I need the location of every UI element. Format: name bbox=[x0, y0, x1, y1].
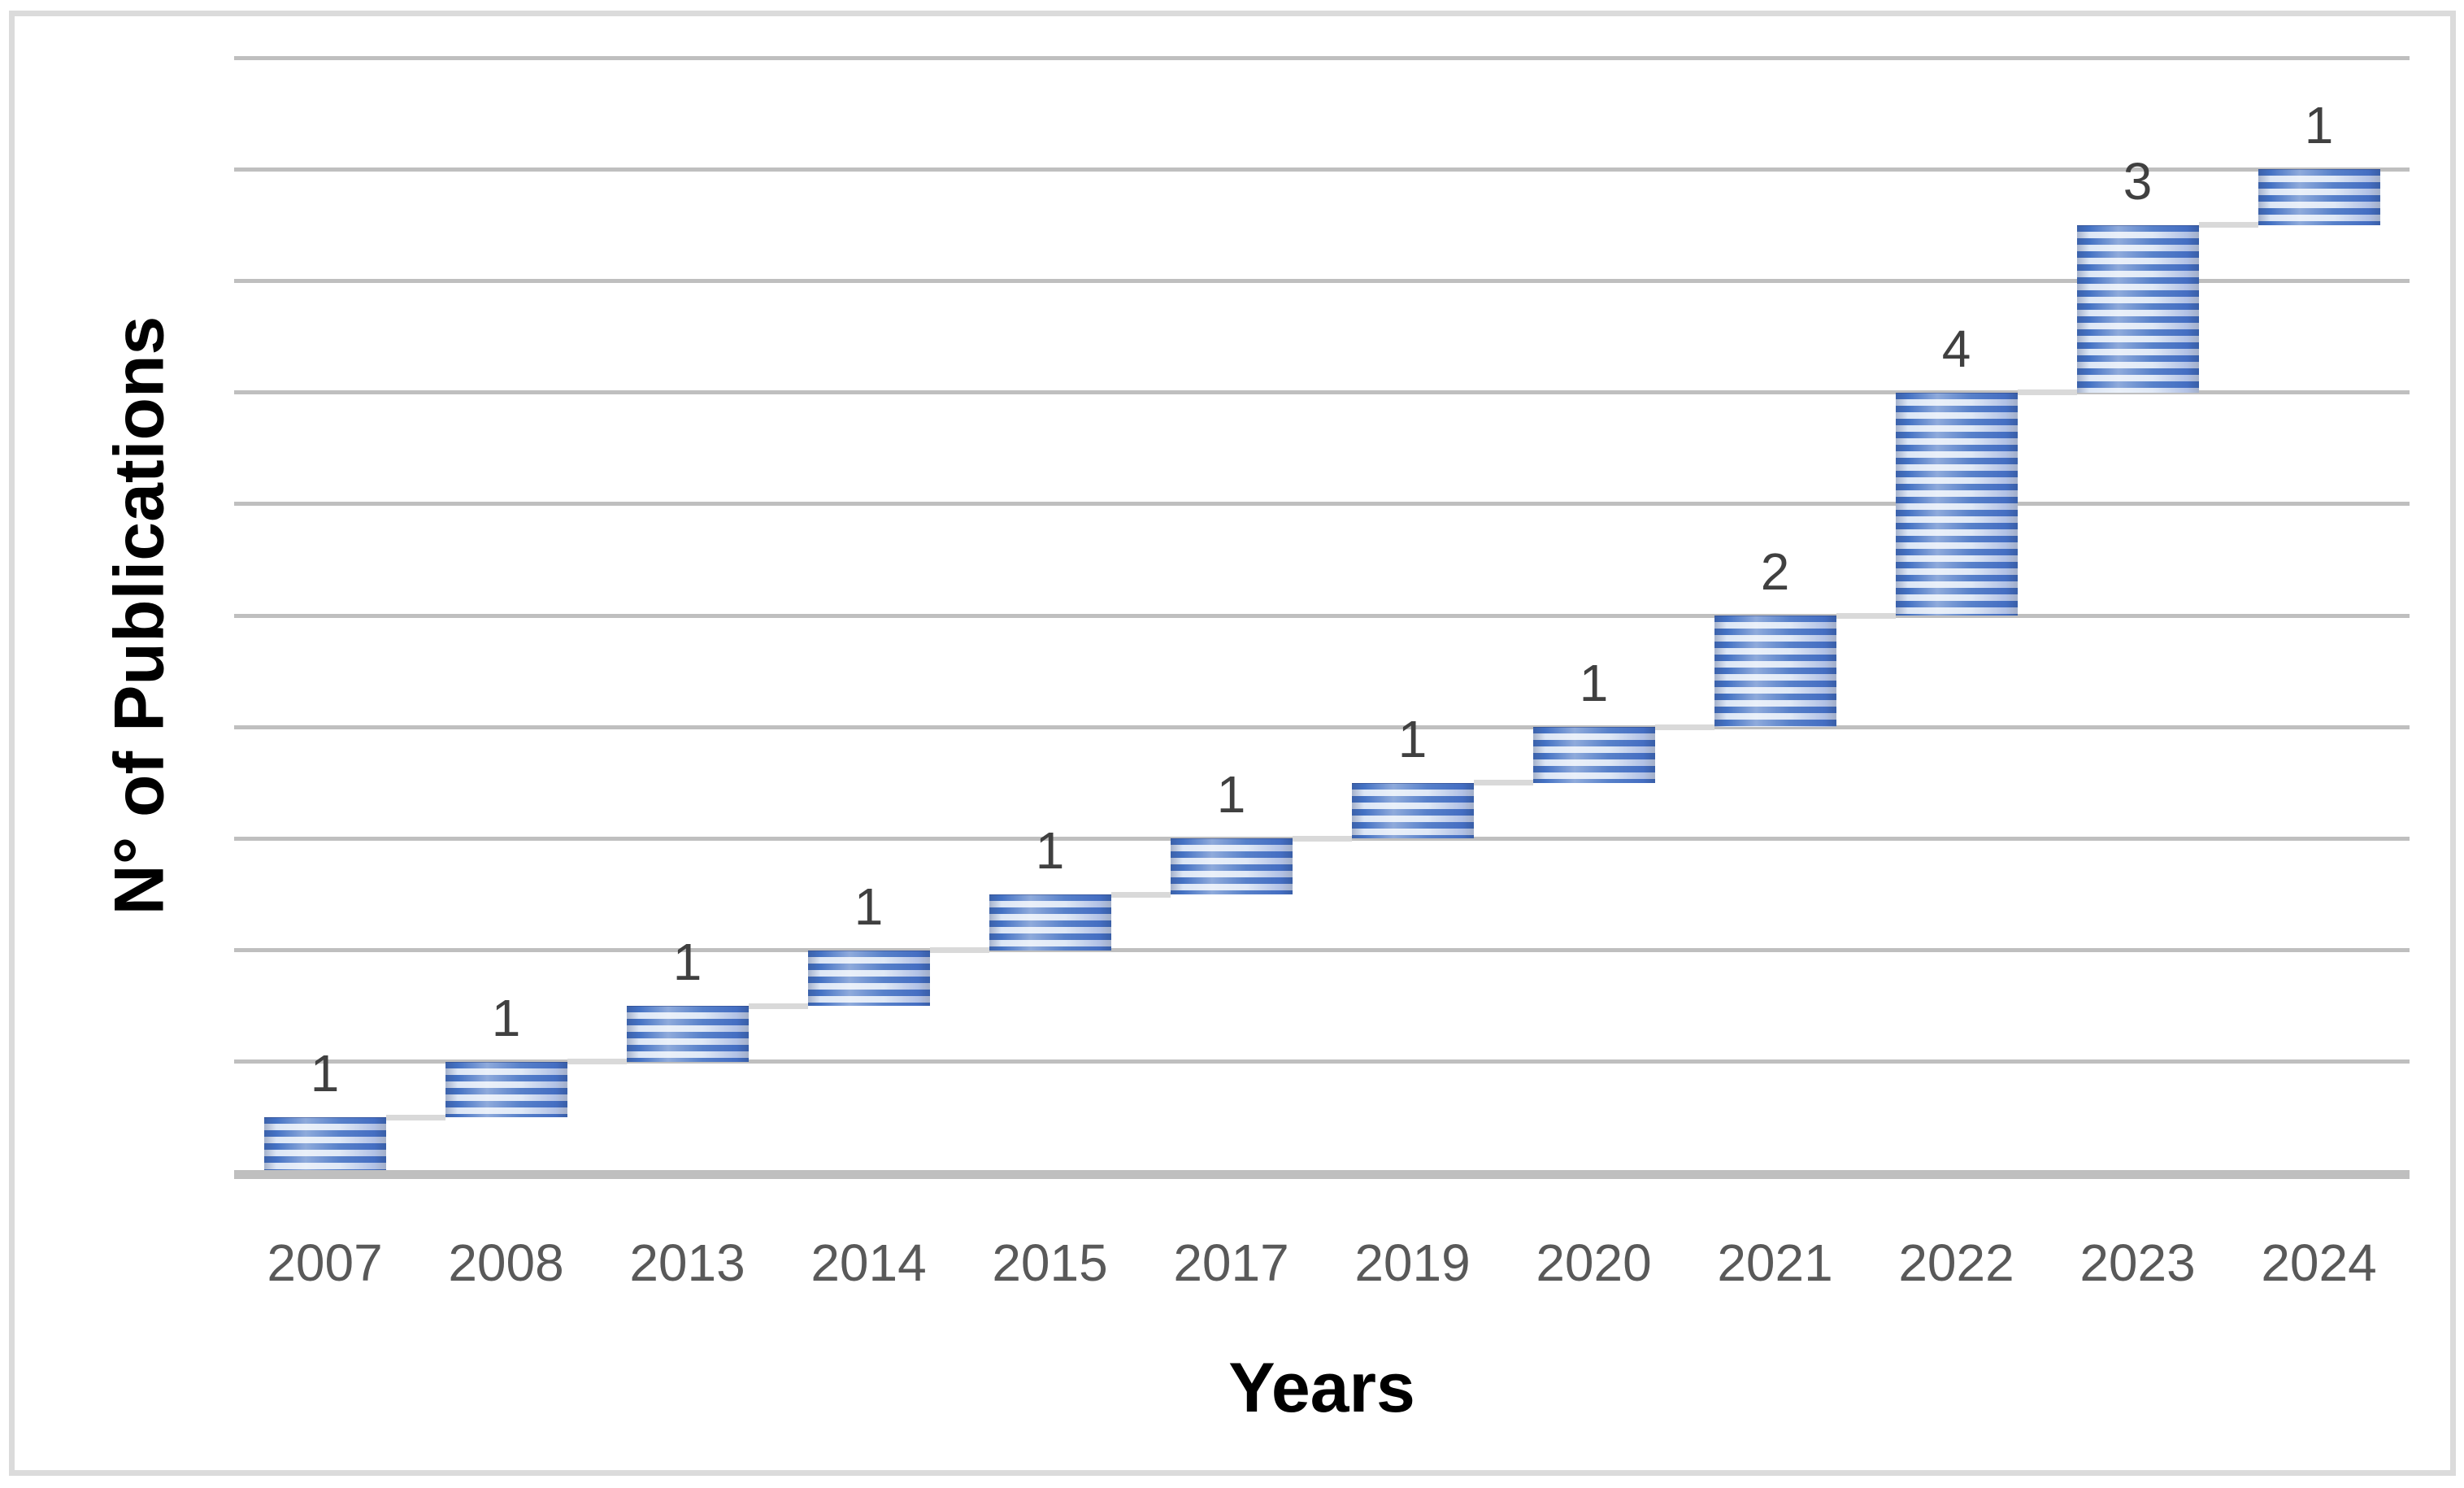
x-tick-label: 2017 bbox=[1173, 1233, 1289, 1292]
value-label: 1 bbox=[491, 988, 521, 1047]
connector-line bbox=[1654, 724, 1714, 730]
value-label: 1 bbox=[310, 1044, 340, 1103]
x-tick-label: 2024 bbox=[2261, 1233, 2377, 1292]
bar-2023 bbox=[2076, 224, 2199, 393]
connector-line bbox=[567, 1059, 627, 1065]
value-label: 1 bbox=[1397, 709, 1428, 768]
bar-2014 bbox=[807, 950, 930, 1007]
value-label: 2 bbox=[1760, 542, 1790, 601]
figure-border bbox=[9, 11, 2456, 1476]
gridline bbox=[234, 55, 2410, 60]
gridline bbox=[234, 278, 2410, 283]
x-axis-title: Years bbox=[1228, 1349, 1415, 1427]
x-tick-label: 2007 bbox=[267, 1233, 383, 1292]
bar-2024 bbox=[2258, 169, 2380, 225]
gridline bbox=[234, 167, 2410, 172]
connector-line bbox=[2017, 389, 2077, 396]
gridline bbox=[234, 948, 2410, 953]
x-tick-label: 2015 bbox=[992, 1233, 1108, 1292]
bar-2008 bbox=[445, 1061, 567, 1118]
x-tick-label: 2014 bbox=[810, 1233, 927, 1292]
value-label: 3 bbox=[2123, 151, 2153, 211]
gridline bbox=[234, 390, 2410, 395]
bar-2007 bbox=[263, 1117, 386, 1173]
bar-2019 bbox=[1351, 782, 1474, 839]
x-tick-label: 2023 bbox=[2079, 1233, 2196, 1292]
x-tick-label: 2013 bbox=[629, 1233, 745, 1292]
connector-line bbox=[748, 1003, 808, 1009]
bar-2015 bbox=[989, 894, 1111, 951]
bar-2020 bbox=[1532, 727, 1655, 783]
x-tick-label: 2020 bbox=[1536, 1233, 1652, 1292]
bar-2022 bbox=[1895, 392, 2018, 616]
connector-line bbox=[1292, 835, 1352, 842]
value-label: 4 bbox=[1941, 319, 1971, 378]
connector-line bbox=[1473, 780, 1533, 786]
value-label: 1 bbox=[1579, 654, 1609, 713]
gridline bbox=[234, 1059, 2410, 1064]
x-axis-line bbox=[234, 1170, 2410, 1179]
gridline bbox=[234, 502, 2410, 507]
value-label: 1 bbox=[1216, 765, 1246, 824]
bar-2013 bbox=[626, 1006, 749, 1062]
value-label: 1 bbox=[854, 877, 884, 936]
bar-2021 bbox=[1714, 616, 1836, 728]
y-axis-title: N° of Publications bbox=[100, 315, 179, 916]
connector-line bbox=[385, 1114, 445, 1120]
value-label: 1 bbox=[2304, 96, 2334, 155]
connector-line bbox=[2198, 222, 2258, 228]
value-label: 1 bbox=[672, 933, 702, 992]
connector-line bbox=[1836, 612, 1896, 619]
gridline bbox=[234, 724, 2410, 729]
connector-line bbox=[1110, 891, 1171, 898]
bar-2017 bbox=[1170, 838, 1293, 894]
x-tick-label: 2022 bbox=[1898, 1233, 2014, 1292]
gridline bbox=[234, 613, 2410, 618]
x-tick-label: 2019 bbox=[1354, 1233, 1471, 1292]
value-label: 1 bbox=[1035, 821, 1065, 880]
x-tick-label: 2008 bbox=[448, 1233, 564, 1292]
x-tick-label: 2021 bbox=[1717, 1233, 1833, 1292]
connector-line bbox=[929, 947, 989, 954]
